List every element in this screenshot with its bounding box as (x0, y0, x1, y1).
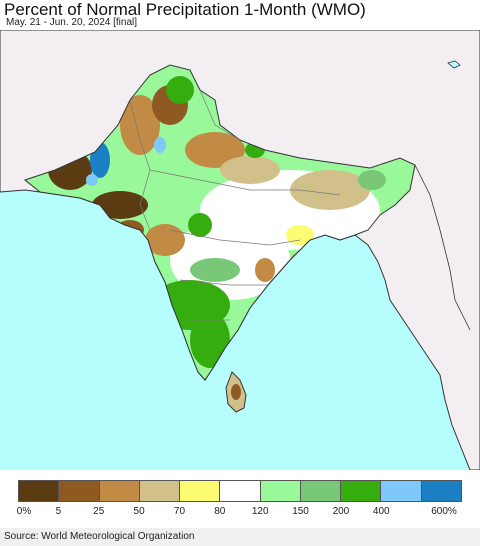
legend-label: 0% (16, 506, 32, 517)
legend-swatch (341, 481, 382, 501)
legend: 0% 5 25 50 70 80 120 150 200 400 600% (0, 470, 480, 528)
legend-label: 120 (251, 506, 269, 517)
page-title: Percent of Normal Precipitation 1-Month … (4, 0, 366, 19)
legend-label: 150 (292, 506, 309, 517)
legend-label: 400 (372, 506, 390, 517)
legend-label: 200 (332, 506, 350, 517)
legend-swatch (99, 481, 140, 501)
legend-label: 5 (55, 506, 62, 517)
legend-label: 80 (214, 506, 226, 517)
legend-colorbar (18, 480, 462, 502)
legend-swatch (180, 481, 221, 501)
legend-swatch (381, 481, 422, 501)
internal-borders (129, 89, 341, 321)
myanmar-border (414, 164, 471, 331)
legend-swatch (421, 481, 461, 501)
legend-label: 25 (93, 506, 105, 517)
subcontinent-outline (23, 64, 416, 381)
legend-swatch (59, 481, 100, 501)
legend-swatch (220, 481, 261, 501)
date-range: May. 21 - Jun. 20, 2024 [final] (6, 17, 138, 28)
source-text: Source: World Meteorological Organizatio… (4, 531, 195, 542)
legend-swatch (300, 481, 342, 501)
legend-label: 50 (133, 506, 145, 517)
legend-label: 70 (173, 506, 186, 517)
lake (447, 60, 461, 69)
legend-swatch (260, 481, 301, 501)
source-footer: Source: World Meteorological Organizatio… (0, 528, 480, 546)
precipitation-map (0, 30, 480, 470)
legend-swatch (139, 481, 181, 501)
legend-label: 600% (431, 506, 457, 517)
legend-swatch (19, 481, 60, 501)
